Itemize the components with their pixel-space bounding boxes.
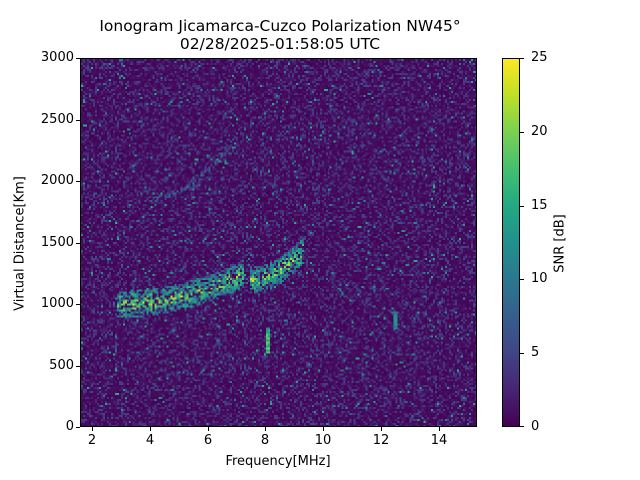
x-tick-mark [150,427,151,431]
colorbar-tick-label: 15 [531,198,548,213]
y-tick-mark [76,366,80,367]
colorbar-tick-mark [520,58,524,59]
x-tick-label: 6 [203,433,213,448]
y-tick-mark [76,58,80,59]
x-tick-label: 4 [145,433,155,448]
x-tick-mark [265,427,266,431]
x-axis-label: Frequency[MHz] [225,454,331,469]
colorbar-tick-mark [520,353,524,354]
colorbar [502,58,520,427]
y-tick-label: 500 [49,358,74,373]
colorbar-tick-label: 10 [531,271,548,286]
colorbar-tick-mark [520,132,524,133]
y-tick-mark [76,427,80,428]
y-tick-mark [76,243,80,244]
y-tick-label: 0 [65,419,74,434]
ionogram-heatmap [81,59,476,426]
x-tick-label: 2 [87,433,97,448]
x-tick-mark [439,427,440,431]
x-tick-mark [92,427,93,431]
x-tick-mark [381,427,382,431]
colorbar-tick-mark [520,426,524,427]
y-tick-label: 2000 [40,173,74,188]
chart-subtitle: 02/28/2025-01:58:05 UTC [179,35,381,53]
y-tick-label: 3000 [40,50,74,65]
x-tick-label: 8 [260,433,270,448]
colorbar-label: SNR [dB] [552,214,568,273]
y-tick-mark [76,304,80,305]
y-tick-label: 1000 [40,296,74,311]
x-tick-label: 12 [372,433,390,448]
x-tick-label: 14 [430,433,448,448]
ionogram-plot-area [80,58,477,427]
y-tick-label: 2500 [40,112,74,127]
colorbar-tick-mark [520,279,524,280]
y-axis-label: Virtual Distance[Km] [12,176,28,311]
colorbar-tick-label: 25 [531,50,548,65]
y-tick-label: 1500 [40,235,74,250]
colorbar-tick-mark [520,206,524,207]
colorbar-tick-label: 5 [531,345,540,360]
colorbar-tick-label: 0 [531,419,540,434]
y-tick-mark [76,181,80,182]
x-tick-label: 10 [314,433,332,448]
x-tick-mark [323,427,324,431]
y-tick-mark [76,120,80,121]
x-tick-mark [208,427,209,431]
chart-title: Ionogram Jicamarca-Cuzco Polarization NW… [99,17,461,35]
colorbar-tick-label: 20 [531,124,548,139]
